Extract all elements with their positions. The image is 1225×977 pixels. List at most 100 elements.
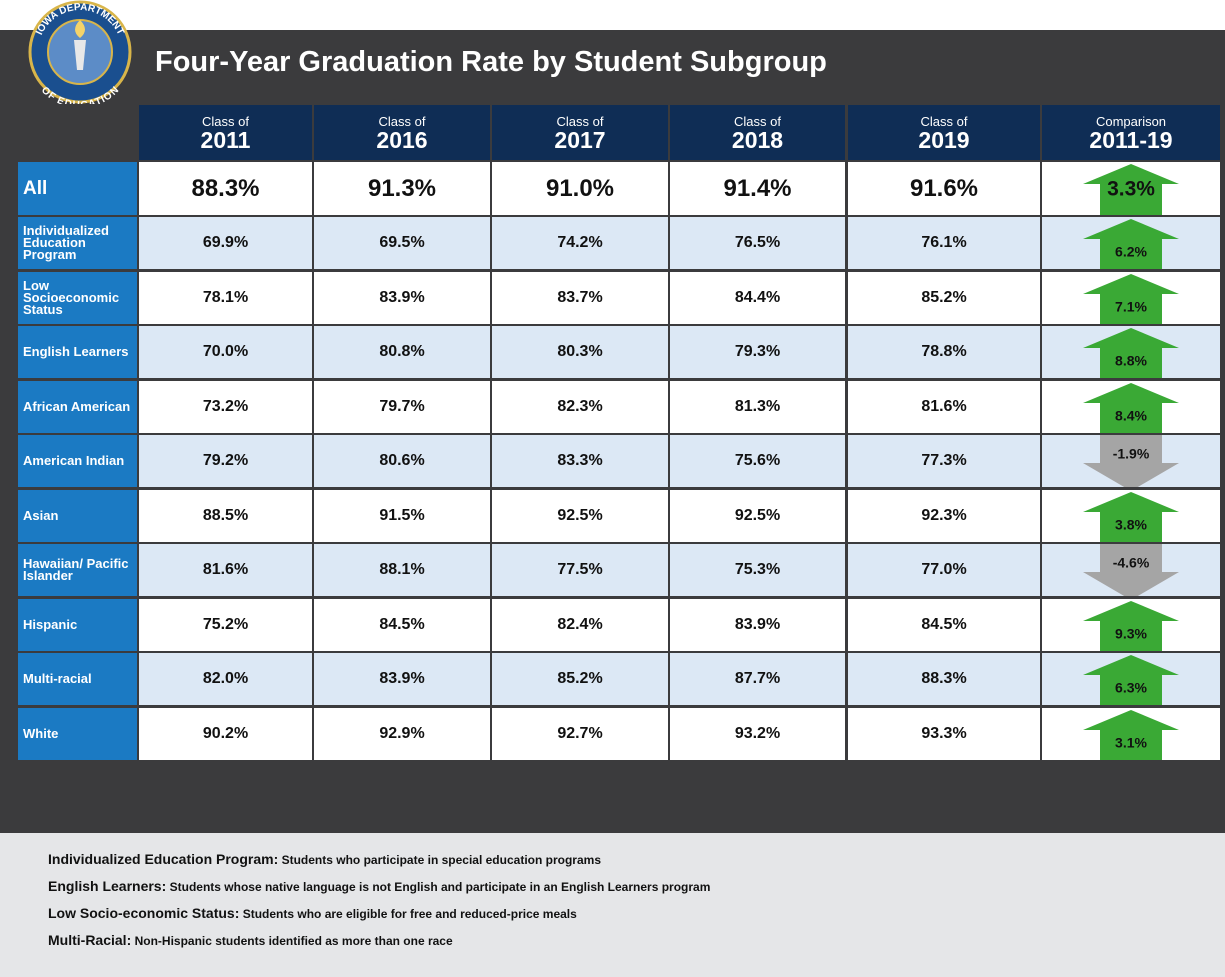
- column-header: Class of 2016: [314, 105, 490, 160]
- row-label: All: [18, 162, 137, 215]
- change-cell: 3.8%: [1042, 489, 1220, 542]
- row-label: American Indian: [18, 435, 137, 487]
- trend-arrow: 3.8%: [1083, 491, 1179, 542]
- cell: 79.2%: [139, 435, 312, 487]
- change-cell: 3.1%: [1042, 707, 1220, 760]
- cell: 80.6%: [314, 435, 490, 487]
- cell: 91.3%: [314, 162, 490, 215]
- change-value: 8.4%: [1115, 407, 1147, 423]
- cell: 75.2%: [139, 598, 312, 651]
- cell: 91.6%: [848, 162, 1040, 215]
- change-cell: 3.3%: [1042, 162, 1220, 215]
- row-label: Individualized Education Program: [18, 217, 137, 269]
- cell: 84.4%: [670, 271, 845, 324]
- arrow-shape: [1083, 709, 1179, 760]
- cell: 92.5%: [492, 489, 668, 542]
- arrow-shape: [1083, 273, 1179, 324]
- cell: 81.3%: [670, 380, 845, 433]
- footnote-term: Individualized Education Program:: [48, 851, 279, 867]
- column-header: Class of 2018: [670, 105, 845, 160]
- column-prefix: Class of: [556, 114, 604, 129]
- trend-arrow: 7.1%: [1083, 273, 1179, 324]
- row-label: Hawaiian/ Pacific Islander: [18, 544, 137, 596]
- change-value: -4.6%: [1113, 555, 1150, 571]
- trend-arrow: 6.3%: [1083, 655, 1179, 705]
- cell: 84.5%: [848, 598, 1040, 651]
- arrow-shape: [1083, 164, 1179, 215]
- footnote-text: Students who participate in special educ…: [281, 853, 601, 867]
- cell: 93.3%: [848, 707, 1040, 760]
- trend-arrow: -1.9%: [1083, 435, 1179, 491]
- cell: 70.0%: [139, 326, 312, 378]
- cell: 87.7%: [670, 653, 845, 705]
- title: Four-Year Graduation Rate by Student Sub…: [155, 46, 827, 78]
- arrow-shape: [1083, 655, 1179, 705]
- footnote: Multi-Racial: Non-Hispanic students iden…: [48, 932, 453, 948]
- cell: 73.2%: [139, 380, 312, 433]
- cell: 92.7%: [492, 707, 668, 760]
- row-label: Low Socioeconomic Status: [18, 271, 137, 324]
- change-cell: -4.6%: [1042, 544, 1220, 600]
- footnote-text: Students who are eligible for free and r…: [242, 907, 577, 921]
- cell: 77.5%: [492, 544, 668, 596]
- column-header: Class of 2011: [139, 105, 312, 160]
- arrow-shape: [1083, 382, 1179, 433]
- cell: 69.5%: [314, 217, 490, 269]
- change-cell: 6.2%: [1042, 217, 1220, 269]
- change-cell: -1.9%: [1042, 435, 1220, 491]
- cell: 74.2%: [492, 217, 668, 269]
- cell: 81.6%: [848, 380, 1040, 433]
- cell: 92.9%: [314, 707, 490, 760]
- cell: 79.7%: [314, 380, 490, 433]
- arrow-shape: [1083, 600, 1179, 651]
- cell: 83.9%: [314, 653, 490, 705]
- change-cell: 9.3%: [1042, 598, 1220, 651]
- row-label: Asian: [18, 489, 137, 542]
- change-value: 3.1%: [1115, 734, 1147, 750]
- cell: 83.7%: [492, 271, 668, 324]
- change-value: -1.9%: [1113, 446, 1150, 462]
- cell: 92.3%: [848, 489, 1040, 542]
- footnote-text: Students whose native language is not En…: [169, 880, 711, 894]
- arrow-shape: [1083, 328, 1179, 378]
- cell: 92.5%: [670, 489, 845, 542]
- footnote-term: Low Socio-economic Status:: [48, 905, 240, 921]
- arrow-shape: [1083, 219, 1179, 269]
- trend-arrow: 3.1%: [1083, 709, 1179, 760]
- cell: 81.6%: [139, 544, 312, 596]
- change-cell: 7.1%: [1042, 271, 1220, 324]
- footnote: Individualized Education Program: Studen…: [48, 851, 601, 867]
- change-value: 3.8%: [1115, 516, 1147, 532]
- cell: 83.9%: [670, 598, 845, 651]
- trend-arrow: 8.4%: [1083, 382, 1179, 433]
- column-prefix: Class of: [920, 114, 968, 129]
- cell: 75.3%: [670, 544, 845, 596]
- column-header: Class of 2019: [848, 105, 1040, 160]
- trend-arrow: 3.3%: [1083, 164, 1179, 215]
- column-label: 2018: [731, 127, 784, 153]
- trend-arrow: 6.2%: [1083, 219, 1179, 269]
- column-label: 2017: [554, 127, 606, 153]
- cell: 93.2%: [670, 707, 845, 760]
- cell: 88.3%: [848, 653, 1040, 705]
- footnote: English Learners: Students whose native …: [48, 878, 710, 894]
- column-prefix: Class of: [378, 114, 426, 129]
- row-label: African American: [18, 380, 137, 433]
- cell: 77.0%: [848, 544, 1040, 596]
- column-header: Comparison 2011-19: [1042, 105, 1220, 160]
- column-label: 2019: [918, 127, 970, 153]
- cell: 91.4%: [670, 162, 845, 215]
- cell: 80.3%: [492, 326, 668, 378]
- cell: 82.0%: [139, 653, 312, 705]
- column-header: Class of 2017: [492, 105, 668, 160]
- footnote: Low Socio-economic Status: Students who …: [48, 905, 577, 921]
- row-label: Hispanic: [18, 598, 137, 651]
- change-cell: 6.3%: [1042, 653, 1220, 705]
- trend-arrow: -4.6%: [1083, 544, 1179, 600]
- cell: 88.3%: [139, 162, 312, 215]
- change-value: 8.8%: [1115, 353, 1147, 369]
- cell: 84.5%: [314, 598, 490, 651]
- cell: 91.5%: [314, 489, 490, 542]
- change-value: 9.3%: [1115, 625, 1147, 641]
- change-value: 3.3%: [1107, 178, 1155, 201]
